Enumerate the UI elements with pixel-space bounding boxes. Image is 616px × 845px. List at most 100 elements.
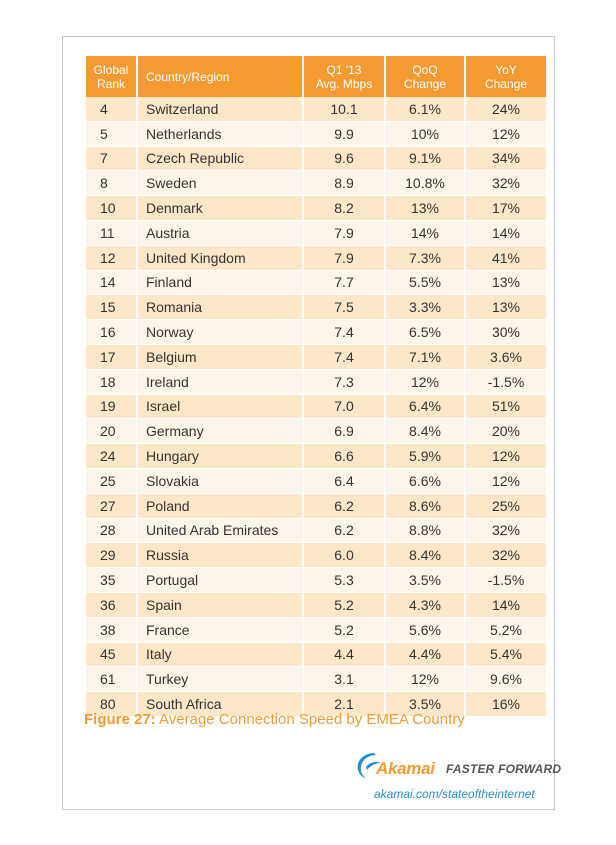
cell-rank: 35 [84,567,138,593]
header-yoy-line2: Change [484,76,528,91]
header-rank-line2: Rank [96,76,125,91]
cell-rank: 10 [84,195,138,221]
cell-yoy-change: 16% [464,691,548,717]
cell-avg-speed: 7.4 [302,344,386,370]
cell-qoq-change: 3.5% [384,691,466,717]
cell-avg-speed: 6.2 [302,518,386,544]
cell-yoy-change: 12% [464,468,548,494]
cell-country: Italy [136,642,304,668]
table-row: 25 Slovakia 6.4 6.6% 12% [84,468,548,494]
cell-avg-speed: 7.3 [302,369,386,395]
cell-yoy-change: 25% [464,493,548,519]
table-row: 20 Germany 6.9 8.4% 20% [84,418,548,445]
akamai-swoosh-icon [357,753,381,778]
cell-qoq-change: 5.5% [384,270,466,296]
cell-yoy-change: 12% [464,121,548,147]
cell-yoy-change: 14% [464,220,548,246]
cell-rank: 24 [84,443,138,469]
table-row: 15 Romania 7.5 3.3% 13% [84,294,548,321]
cell-qoq-change: 3.5% [384,567,466,593]
table-row: 38 France 5.2 5.6% 5.2% [84,617,548,643]
cell-avg-speed: 7.0 [302,394,386,420]
cell-yoy-change: 51% [464,394,548,420]
cell-avg-speed: 5.2 [302,592,386,618]
cell-country: Finland [136,270,304,296]
cell-qoq-change: 8.8% [384,518,466,544]
cell-rank: 7 [84,146,138,172]
cell-qoq-change: 7.3% [384,245,466,271]
cell-qoq-change: 12% [384,369,466,395]
header-country: Country/Region [136,56,304,97]
table-row: 36 Spain 5.2 4.3% 14% [84,592,548,618]
cell-avg-speed: 7.5 [302,294,386,321]
cell-qoq-change: 6.5% [384,319,466,345]
cell-rank: 36 [84,592,138,618]
table-row: 4 Switzerland 10.1 6.1% 24% [84,97,548,122]
cell-qoq-change: 9.1% [384,146,466,172]
cell-rank: 4 [84,97,138,122]
cell-yoy-change: 30% [464,319,548,345]
akamai-url-link[interactable]: akamai.com/stateoftheinternet [374,787,535,801]
header-global-rank: Global Rank [84,56,138,97]
cell-qoq-change: 6.6% [384,468,466,494]
cell-country: Spain [136,592,304,618]
cell-qoq-change: 14% [384,220,466,246]
table-row: 14 Finland 7.7 5.5% 13% [84,270,548,296]
cell-rank: 27 [84,493,138,519]
akamai-logo: Akamai FASTER FORWARD [354,751,561,779]
table-row: 18 Ireland 7.3 12% -1.5% [84,369,548,395]
cell-avg-speed: 4.4 [302,642,386,668]
cell-avg-speed: 6.6 [302,443,386,469]
cell-qoq-change: 12% [384,666,466,693]
cell-avg-speed: 6.4 [302,468,386,494]
cell-country: Ireland [136,369,304,395]
cell-rank: 28 [84,518,138,544]
header-avg-speed: Q1 '13 Avg. Mbps [302,56,386,97]
cell-rank: 14 [84,270,138,296]
cell-avg-speed: 6.9 [302,418,386,445]
table-row: 8 Sweden 8.9 10.8% 32% [84,170,548,197]
cell-country: Germany [136,418,304,445]
cell-yoy-change: 13% [464,294,548,321]
cell-yoy-change: 20% [464,418,548,445]
cell-qoq-change: 6.1% [384,97,466,122]
table-row: 19 Israel 7.0 6.4% 51% [84,394,548,420]
cell-avg-speed: 6.0 [302,542,386,569]
table-row: 16 Norway 7.4 6.5% 30% [84,319,548,345]
cell-yoy-change: 41% [464,245,548,271]
table-row: 24 Hungary 6.6 5.9% 12% [84,443,548,469]
cell-avg-speed: 8.2 [302,195,386,221]
cell-rank: 15 [84,294,138,321]
cell-avg-speed: 3.1 [302,666,386,693]
cell-qoq-change: 13% [384,195,466,221]
cell-qoq-change: 5.6% [384,617,466,643]
table-row: 12 United Kingdom 7.9 7.3% 41% [84,245,548,271]
header-yoy-line1: YoY [495,62,517,77]
logo-tagline: FASTER FORWARD [446,762,562,776]
cell-yoy-change: 9.6% [464,666,548,693]
figure-number: Figure 27: [84,711,156,728]
cell-yoy-change: 5.4% [464,642,548,668]
header-qoq-line2: Change [403,76,447,91]
cell-qoq-change: 7.1% [384,344,466,370]
cell-country: Austria [136,220,304,246]
cell-qoq-change: 10% [384,121,466,147]
header-yoy-change: YoY Change [464,56,548,97]
cell-country: Turkey [136,666,304,693]
table-row: 35 Portugal 5.3 3.5% -1.5% [84,567,548,593]
cell-avg-speed: 6.2 [302,493,386,519]
table-body: 4 Switzerland 10.1 6.1% 24% 5 Netherlands 9.9 10… [84,97,548,717]
cell-yoy-change: 14% [464,592,548,618]
cell-avg-speed: 7.4 [302,319,386,345]
header-qoq-change: QoQ Change [384,56,466,97]
cell-country: Slovakia [136,468,304,494]
cell-yoy-change: 34% [464,146,548,172]
cell-avg-speed: 5.3 [302,567,386,593]
cell-avg-speed: 7.9 [302,245,386,271]
cell-yoy-change: 13% [464,270,548,296]
cell-rank: 5 [84,121,138,147]
cell-yoy-change: 17% [464,195,548,221]
table-row: 27 Poland 6.2 8.6% 25% [84,493,548,519]
cell-avg-speed: 7.7 [302,270,386,296]
cell-country: South Africa [136,691,304,717]
